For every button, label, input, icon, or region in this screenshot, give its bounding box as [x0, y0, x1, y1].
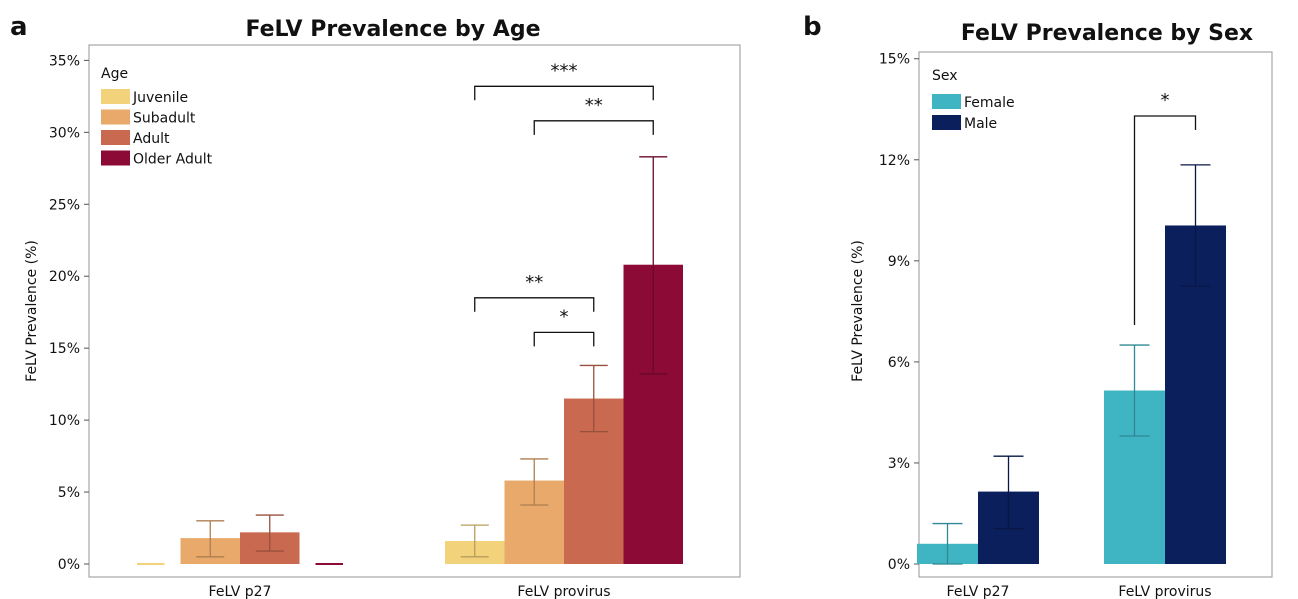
panel-b-error-bars	[932, 164, 1211, 565]
panel-b-legend: Sex Female Male	[932, 68, 1015, 132]
legend-label: Male	[964, 116, 997, 132]
legend-swatch	[101, 130, 130, 145]
x-category-label: FeLV provirus	[517, 584, 610, 599]
legend-swatch	[932, 115, 961, 130]
legend-label: Older Adult	[133, 152, 213, 168]
legend-label: Juvenile	[132, 90, 188, 106]
panel-b-letter: b	[803, 12, 822, 42]
y-tick-label: 20%	[49, 269, 80, 285]
significance-bracket	[533, 331, 595, 347]
significance-label: ***	[551, 60, 578, 81]
panel-a-legend-items: Juvenile Subadult Adult Older Adult	[101, 89, 213, 168]
panel-a-legend: Age Juvenile Subadult Adult Older Adult	[101, 66, 213, 168]
y-tick-label: 9%	[888, 254, 910, 270]
panel-b-y-ticks: 0% 3% 6% 9% 12% 15%	[879, 52, 919, 573]
panel-b-categories: FeLV p27 FeLV provirus	[947, 584, 1212, 599]
y-tick-label: 30%	[49, 125, 80, 141]
legend-label: Adult	[133, 131, 170, 147]
x-category-label: FeLV p27	[947, 584, 1010, 599]
panel-a-error-bars	[196, 156, 668, 558]
panel-b-title: FeLV Prevalence by Sex	[961, 21, 1253, 46]
significance-label: **	[525, 272, 543, 293]
significance-label: **	[585, 95, 603, 116]
x-category-label: FeLV provirus	[1118, 584, 1211, 599]
panel-b-legend-title: Sex	[932, 68, 958, 84]
panel-b: b FeLV Prevalence by Sex FeLV Prevalence…	[803, 12, 1273, 599]
significance-label: *	[560, 306, 569, 327]
legend-swatch	[101, 89, 130, 104]
significance-bracket	[533, 120, 654, 135]
panel-a-title: FeLV Prevalence by Age	[245, 17, 540, 42]
y-tick-label: 3%	[888, 456, 910, 472]
y-tick-label: 15%	[49, 341, 80, 357]
legend-swatch	[101, 109, 130, 125]
y-tick-label: 25%	[49, 197, 80, 213]
panel-a-plot-frame	[88, 44, 741, 578]
significance-label: *	[1161, 90, 1170, 111]
legend-label: Female	[964, 95, 1015, 111]
panel-a-y-ticks: 0% 5% 10% 15% 20% 25% 30% 35%	[49, 53, 89, 573]
panel-a-y-axis-label: FeLV Prevalence (%)	[24, 240, 40, 382]
panel-b-legend-items: Female Male	[932, 94, 1015, 132]
y-tick-label: 15%	[879, 52, 910, 68]
y-tick-label: 0%	[58, 557, 80, 573]
panel-b-bars	[917, 225, 1226, 564]
panel-a-letter: a	[10, 12, 28, 42]
significance-bracket	[1133, 115, 1197, 326]
y-tick-label: 6%	[888, 355, 910, 371]
panel-b-plot-frame	[918, 51, 1273, 578]
legend-swatch	[101, 150, 130, 166]
y-tick-label: 0%	[888, 557, 910, 573]
panel-a-legend-title: Age	[101, 66, 128, 82]
legend-swatch	[932, 94, 961, 109]
panel-a-bars	[137, 264, 683, 565]
panel-a-categories: FeLV p27 FeLV provirus	[209, 584, 611, 599]
panel-b-significance: *	[1133, 90, 1197, 326]
panel-a-significance: ********	[474, 60, 654, 347]
y-tick-label: 12%	[879, 153, 910, 169]
significance-bracket	[474, 297, 595, 312]
panel-a: a FeLV Prevalence by Age FeLV Prevalence…	[10, 12, 741, 599]
y-tick-label: 35%	[49, 53, 80, 69]
significance-bracket	[474, 85, 654, 101]
x-category-label: FeLV p27	[209, 584, 272, 599]
legend-label: Subadult	[133, 111, 196, 127]
y-tick-label: 5%	[58, 485, 80, 501]
y-tick-label: 10%	[49, 413, 80, 429]
panel-b-y-axis-label: FeLV Prevalence (%)	[850, 240, 866, 382]
